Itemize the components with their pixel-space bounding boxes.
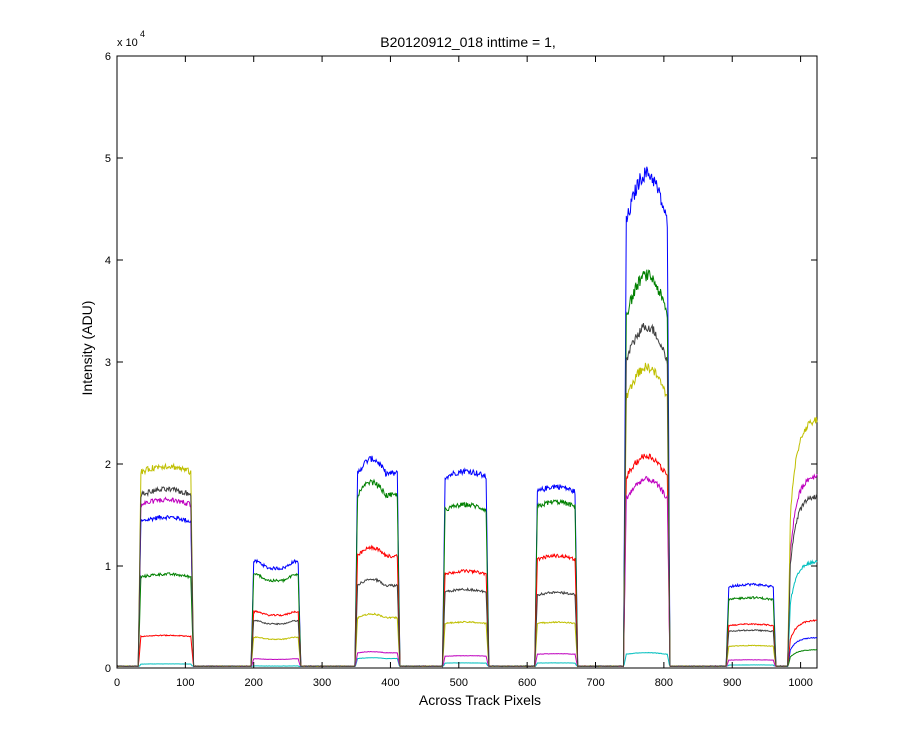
y-tick-label: 0	[105, 663, 111, 675]
y-axis-title: Intensity (ADU)	[79, 301, 95, 396]
y-tick-label: 5	[105, 153, 111, 165]
y-scale-exponent: 4	[140, 29, 145, 39]
chart-title: B20120912_018 inttime = 1,	[380, 34, 556, 50]
x-tick-label: 100	[176, 677, 194, 689]
x-tick-label: 0	[114, 677, 120, 689]
plot-frame	[116, 55, 818, 669]
y-tick-label: 1	[105, 561, 111, 573]
x-tick-label: 500	[450, 677, 468, 689]
y-tick-label: 4	[105, 255, 111, 267]
y-scale-multiplier: x 10	[117, 37, 138, 49]
plot-area	[116, 55, 818, 669]
x-tick-label: 800	[655, 677, 673, 689]
axis-ticks: 0 100 200 300 400 500 600 700 800 900 1000 0 1 2 3 4 5 6	[105, 51, 817, 689]
x-axis-title: Across Track Pixels	[419, 692, 541, 708]
x-tick-label: 200	[245, 677, 263, 689]
x-tick-label: 400	[381, 677, 399, 689]
series-line	[116, 323, 818, 668]
x-tick-label: 900	[723, 677, 741, 689]
x-tick-label: 1000	[788, 677, 812, 689]
x-tick-label: 300	[313, 677, 331, 689]
y-tick-label: 3	[105, 357, 111, 369]
x-tick-label: 600	[518, 677, 536, 689]
x-tick-label: 700	[586, 677, 604, 689]
y-tick-label: 6	[105, 51, 111, 63]
series-layer	[116, 166, 818, 668]
y-tick-label: 2	[105, 459, 111, 471]
